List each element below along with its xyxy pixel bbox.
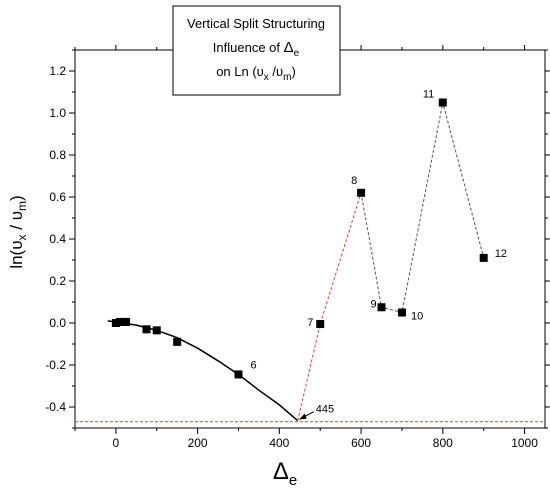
data-point (173, 338, 181, 346)
y-axis-label: ln(υx / υm) (7, 195, 29, 268)
data-point (234, 370, 242, 378)
chart-title-line1: Vertical Split Structuring (187, 16, 325, 31)
y-tick-label: 1.0 (49, 106, 66, 120)
y-tick-label: 0.0 (49, 316, 66, 330)
point-label: 8 (351, 175, 357, 187)
data-point (439, 99, 447, 107)
point-label: 12 (495, 248, 507, 260)
data-point (378, 303, 386, 311)
y-tick-label: -0.4 (45, 400, 66, 414)
point-label: 11 (423, 89, 434, 101)
x-tick-label: 200 (188, 436, 208, 450)
axis-ticks: 0 200 400 600 800 1000 -0.4 -0.2 0.0 0.2 0.4 0.6 0.8… (45, 45, 550, 450)
minimum-label: 445 (316, 404, 334, 416)
y-tick-label: 0.8 (49, 148, 66, 162)
point-label: 6 (250, 359, 256, 371)
point-label: 10 (411, 311, 423, 323)
x-tick-label: 400 (269, 436, 289, 450)
plot-frame (75, 50, 545, 428)
series-paths (108, 103, 484, 421)
data-point (357, 189, 365, 197)
data-point (153, 326, 161, 334)
data-point (316, 320, 324, 328)
red-dashed-path (298, 193, 361, 421)
data-point (398, 309, 406, 317)
x-axis-label: Δe (273, 458, 297, 489)
data-point (143, 325, 151, 333)
black-dashed-path (361, 103, 484, 313)
point-label: 7 (307, 317, 313, 329)
x-tick-label: 800 (433, 436, 453, 450)
data-point (122, 318, 130, 326)
y-tick-label: 0.6 (49, 190, 66, 204)
y-tick-label: -0.2 (45, 358, 66, 372)
annotations: 445 (299, 404, 334, 420)
x-tick-label: 1000 (511, 436, 538, 450)
y-tick-label: 0.4 (49, 232, 66, 246)
x-tick-label: 0 (113, 436, 120, 450)
data-point (480, 254, 488, 262)
y-tick-label: 0.2 (49, 274, 66, 288)
minimum-arrowhead (299, 414, 307, 420)
x-tick-label: 600 (351, 436, 371, 450)
point-label: 9 (371, 298, 377, 310)
fit-curve (108, 321, 298, 421)
y-tick-label: 1.2 (49, 64, 66, 78)
